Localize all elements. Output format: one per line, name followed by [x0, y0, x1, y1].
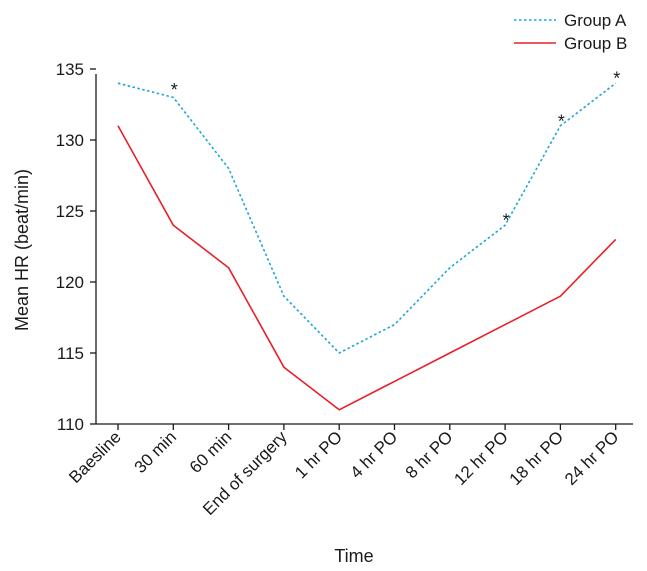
x-tick-label: 24 hr PO: [561, 427, 623, 489]
y-axis-title: Mean HR (beat/min): [12, 169, 32, 331]
y-ticks: 110 115 120 125 130 135: [56, 60, 96, 434]
x-tick-label: 1 hr PO: [291, 427, 346, 482]
significance-marker: *: [171, 80, 178, 100]
y-tick-label: 125: [56, 202, 84, 221]
annotation-layer: * * * *: [171, 69, 620, 231]
legend-label-group-b: Group B: [564, 34, 627, 53]
series-line-group-a: [117, 82, 617, 354]
series-line-group-b: [117, 125, 617, 411]
significance-marker: *: [558, 111, 565, 131]
significance-marker: *: [613, 69, 620, 89]
y-tick-label: 130: [56, 131, 84, 150]
y-tick-label: 115: [57, 344, 84, 363]
x-tick-label: 4 hr PO: [346, 427, 401, 482]
legend: Group A Group B: [514, 11, 627, 53]
series-layer: [117, 82, 617, 411]
legend-label-group-a: Group A: [564, 11, 627, 30]
axes: [95, 74, 633, 425]
x-tick-label: 18 hr PO: [506, 427, 568, 489]
x-tick-label: 30 min: [131, 427, 181, 477]
x-axis-title: Time: [334, 546, 373, 566]
x-tick-label: Baesline: [65, 427, 125, 487]
x-tick-label: 12 hr PO: [450, 427, 512, 489]
y-tick-label: 110: [57, 415, 84, 434]
y-tick-label: 135: [56, 60, 84, 79]
x-tick-label: 8 hr PO: [402, 427, 457, 482]
x-tick-label: 60 min: [186, 427, 236, 477]
significance-marker: *: [503, 211, 510, 231]
y-tick-label: 120: [56, 273, 84, 292]
